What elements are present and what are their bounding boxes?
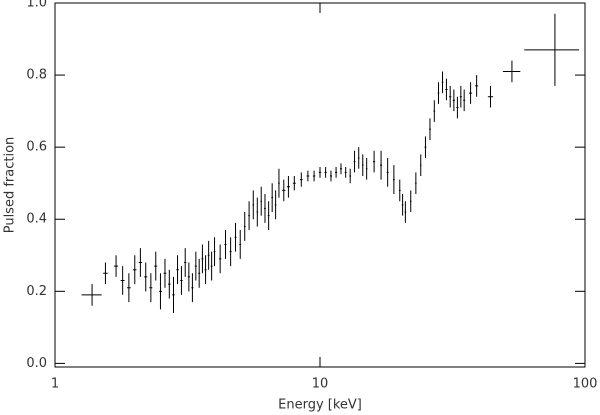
error-cross [168,269,171,299]
error-cross [207,240,210,270]
error-cross [445,78,448,101]
error-cross [103,262,108,285]
error-cross [524,13,580,86]
error-cross [335,166,338,178]
y-tick-label: 0.6 [26,140,47,155]
error-cross [248,201,250,231]
error-cross [264,194,266,223]
error-cross [163,258,167,288]
error-cross [138,248,143,277]
error-cross [487,85,494,108]
error-cross [191,273,194,303]
error-cross [404,201,407,223]
error-cross [365,157,368,180]
error-cross [475,75,479,97]
error-cross [176,255,179,285]
y-tick-label: 0.4 [26,212,47,227]
error-cross [469,82,473,104]
y-tick-label: 0.2 [26,284,47,299]
error-cross [456,96,459,119]
error-cross [353,150,356,173]
error-cross [133,255,137,285]
error-cross [271,183,274,213]
error-cross [437,82,440,104]
error-cross [344,166,347,178]
error-cross [239,230,242,259]
error-cross [256,197,259,227]
error-cross [357,147,360,169]
error-cross [224,230,227,259]
x-tick-label: 10 [312,377,329,392]
error-cross [361,154,364,176]
error-cross [243,212,246,241]
error-cross [502,60,521,83]
error-cross [429,118,431,140]
error-cross [441,71,444,94]
error-cross [306,170,310,182]
error-cross [340,163,342,175]
y-tick-label: 0.8 [26,68,47,83]
error-cross [234,222,237,252]
error-cross [452,89,455,112]
error-cross [324,166,327,178]
error-cross [392,165,395,195]
error-cross [154,251,158,281]
error-cross [267,201,270,231]
error-cross [349,168,352,184]
error-cross [329,170,333,182]
error-cross [278,168,280,198]
error-cross [201,244,204,274]
error-cross [229,237,232,267]
error-cross [386,157,389,187]
error-cross [213,237,216,267]
error-cross [81,284,102,306]
error-cross [159,273,162,310]
error-cross [172,276,175,313]
error-cross [219,244,222,274]
error-cross [210,251,213,281]
error-cross [312,170,316,182]
error-cross [252,190,255,220]
error-cross [415,172,417,195]
error-cross [260,186,262,216]
error-cross [463,89,466,112]
error-cross [373,150,376,173]
error-cross [401,194,404,216]
error-cross [318,166,322,178]
error-cross [398,179,401,202]
error-cross [420,154,422,176]
error-cross [127,273,131,303]
error-cross [286,175,290,198]
x-tick-label: 1 [51,377,59,392]
plot-frame [54,2,586,368]
error-cross [149,273,153,303]
error-cross [198,258,201,288]
error-cross [144,262,148,292]
x-axis-label: Energy [keV] [278,398,362,413]
error-cross [204,255,207,285]
y-axis-label: Pulsed fraction [3,137,18,234]
error-cross [459,85,462,108]
error-cross [180,266,183,295]
error-cross [433,100,436,122]
error-cross [282,179,286,202]
error-cross [380,150,383,180]
error-cross [409,190,412,213]
error-cross [449,85,452,108]
error-cross [184,248,187,277]
error-cross [424,136,427,158]
y-tick-label: 1.0 [26,0,47,11]
x-tick-label: 100 [573,377,598,392]
error-cross [299,172,303,187]
error-cross [187,262,190,292]
error-cross [120,266,125,295]
y-tick-label: 0.0 [26,356,47,371]
error-cross [114,255,119,277]
error-cross [292,175,296,191]
error-cross [274,190,277,220]
error-cross [194,251,197,281]
